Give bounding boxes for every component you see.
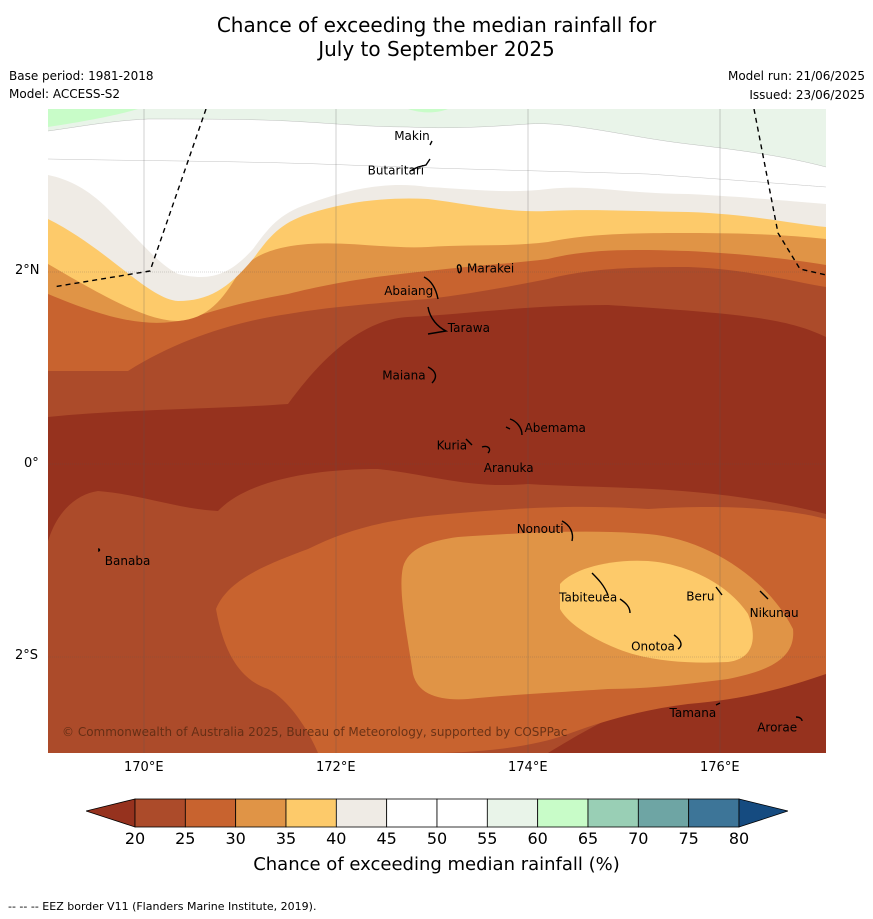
- colorbar-segment-55-60: [486, 798, 539, 828]
- lon-tick-170: 170°E: [124, 760, 164, 775]
- colorbar-title: Chance of exceeding median rainfall (%): [253, 854, 620, 875]
- colorbar-under-arrow: [86, 798, 136, 828]
- colorbar-label-75: 75: [678, 829, 699, 848]
- colorbar-label-25: 25: [175, 829, 196, 848]
- colorbar-label-65: 65: [577, 829, 599, 848]
- colorbar-segment-60-65: [537, 798, 589, 828]
- place-label-tabiteuea: Tabiteuea: [558, 591, 617, 605]
- copyright-text: © Commonwealth of Australia 2025, Bureau…: [62, 725, 567, 739]
- model-label: Model: ACCESS-S2: [9, 87, 121, 101]
- model-run-label: Model run: 21/06/2025: [727, 69, 865, 83]
- island-abaiang: [423, 276, 439, 300]
- colorbar-segment-65-70: [587, 798, 639, 828]
- region-45-55: [48, 109, 826, 278]
- place-label-makin: Makin: [394, 129, 430, 143]
- place-label-beru: Beru: [686, 589, 714, 603]
- colorbar-label-70: 70: [628, 829, 649, 848]
- island-nonouti: [561, 520, 574, 542]
- colorbar-segment-50-55: [436, 798, 488, 828]
- island-aranuka: [481, 445, 491, 454]
- island-arorae: [795, 716, 803, 722]
- island-tabiteuea-south: [619, 598, 631, 614]
- lon-tick-172: 172°E: [316, 760, 356, 775]
- map-svg: Makin Butaritari Marakei Abaiang Tarawa Maian…: [48, 109, 826, 753]
- island-outlines: [97, 140, 803, 722]
- base-period-label: Base period: 1981-2018: [9, 69, 154, 83]
- colorbar-segment-75-80: [688, 798, 740, 828]
- region-35-40-south: [560, 560, 753, 663]
- place-label-nonouti: Nonouti: [517, 522, 564, 536]
- colorbar-label-80: 80: [728, 829, 750, 848]
- place-label-butaritari: Butaritari: [368, 164, 425, 178]
- colorbar-label-35: 35: [275, 829, 297, 848]
- place-label-aranuka: Aranuka: [484, 461, 534, 475]
- rainfall-map: Makin Butaritari Marakei Abaiang Tarawa Maian…: [48, 109, 826, 753]
- chart-title-line2: July to September 2025: [318, 37, 555, 61]
- colorbar-label-40: 40: [326, 829, 347, 848]
- colorbar-over-arrow: [738, 798, 788, 828]
- colorbar-label-45: 45: [376, 829, 397, 848]
- lon-tick-176: 176°E: [700, 760, 740, 775]
- place-label-abemama: Abemama: [525, 421, 586, 435]
- colorbar-label-30: 30: [225, 829, 246, 848]
- chart-title-line1: Chance of exceeding the median rainfall …: [216, 13, 657, 37]
- place-label-arorae: Arorae: [757, 720, 797, 734]
- colorbar: [86, 798, 788, 828]
- colorbar-label-50: 50: [426, 829, 448, 848]
- colorbar-segment-20-25: [134, 798, 186, 828]
- island-beru: [715, 586, 723, 596]
- lon-tick-174: 174°E: [508, 760, 548, 775]
- issued-label: Issued: 23/06/2025: [749, 88, 865, 102]
- island-kuria: [465, 438, 473, 446]
- place-label-maiana: Maiana: [382, 368, 425, 382]
- island-tabiteuea-north: [591, 572, 609, 596]
- island-tamana: [715, 702, 721, 706]
- place-label-marakei: Marakei: [467, 261, 514, 275]
- island-makin: [429, 140, 433, 146]
- island-butaritari: [409, 158, 431, 172]
- contour-lines: [48, 118, 826, 188]
- colorbar-segment-70-75: [637, 798, 690, 828]
- island-banaba: [97, 548, 101, 552]
- island-marakei: [456, 264, 462, 274]
- place-label-onotoa: Onotoa: [631, 640, 675, 654]
- colorbar-label-55: 55: [477, 829, 498, 848]
- eez-border: [52, 109, 826, 288]
- graticule: [48, 109, 826, 753]
- colorbar-segment-45-50: [386, 798, 438, 828]
- place-label-tamana: Tamana: [669, 706, 717, 720]
- region-60-65-top: [408, 109, 448, 113]
- island-abemama: [505, 418, 523, 436]
- island-onotoa: [673, 634, 682, 650]
- lat-tick-2s: 2°S: [15, 648, 39, 663]
- colorbar-segment-25-30: [184, 798, 237, 828]
- colorbar-segment-30-35: [235, 798, 287, 828]
- region-60-65: [48, 109, 138, 127]
- place-label-banaba: Banaba: [105, 554, 151, 568]
- island-tarawa: [427, 306, 449, 335]
- lat-tick-0: 0°: [24, 456, 39, 471]
- place-label-nikunau: Nikunau: [750, 606, 799, 620]
- place-label-tarawa: Tarawa: [447, 321, 490, 335]
- colorbar-segment-40-45: [335, 798, 388, 828]
- place-label-abaiang: Abaiang: [384, 284, 433, 298]
- eez-footnote: -- -- -- EEZ border V11 (Flanders Marine…: [8, 900, 317, 913]
- colorbar-segment-35-40: [285, 798, 337, 828]
- colorbar-label-20: 20: [124, 829, 146, 848]
- place-labels: Makin Butaritari Marakei Abaiang Tarawa Maian…: [105, 129, 799, 735]
- region-55-60: [48, 109, 826, 167]
- colorbar-label-60: 60: [527, 829, 548, 848]
- island-maiana: [427, 366, 437, 384]
- lat-tick-2n: 2°N: [15, 263, 40, 278]
- island-nikunau: [759, 590, 769, 600]
- place-label-kuria: Kuria: [437, 438, 468, 452]
